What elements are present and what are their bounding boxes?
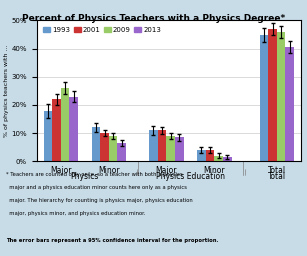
Bar (175, 137, 184, 161)
Bar (197, 150, 206, 161)
Bar (52, 99, 61, 161)
Bar (206, 150, 215, 161)
Text: Physics: Physics (71, 172, 99, 181)
Text: Physics Education: Physics Education (156, 172, 225, 181)
Bar (100, 133, 109, 161)
Bar (61, 88, 69, 161)
Text: Percent of Physics Teachers with a Physics Degree*: Percent of Physics Teachers with a Physi… (22, 14, 285, 23)
Bar (118, 143, 126, 161)
Bar (215, 156, 223, 161)
Bar (69, 97, 78, 161)
Bar (44, 111, 52, 161)
Text: Total: Total (268, 172, 286, 181)
Bar (91, 127, 100, 161)
Bar (166, 136, 175, 161)
Text: major. The hierarchy for counting is physics major, physics education: major. The hierarchy for counting is phy… (6, 198, 193, 203)
Text: major and a physics education minor counts here only as a physics: major and a physics education minor coun… (6, 185, 187, 190)
Text: The error bars represent a 95% confidence interval for the proportion.: The error bars represent a 95% confidenc… (6, 238, 219, 243)
Bar (277, 32, 286, 161)
Bar (149, 130, 158, 161)
Text: major, physics minor, and physics education minor.: major, physics minor, and physics educat… (6, 211, 146, 217)
Bar (223, 157, 232, 161)
Text: * Teachers are counted only once, so a teacher with both a physics: * Teachers are counted only once, so a t… (6, 172, 183, 177)
Bar (109, 136, 118, 161)
Bar (268, 29, 277, 161)
Bar (286, 47, 294, 161)
Y-axis label: % of physics teachers with ...: % of physics teachers with ... (4, 45, 9, 137)
Bar (158, 130, 166, 161)
Bar (260, 35, 268, 161)
Legend: 1993, 2001, 2009, 2013: 1993, 2001, 2009, 2013 (40, 24, 164, 36)
